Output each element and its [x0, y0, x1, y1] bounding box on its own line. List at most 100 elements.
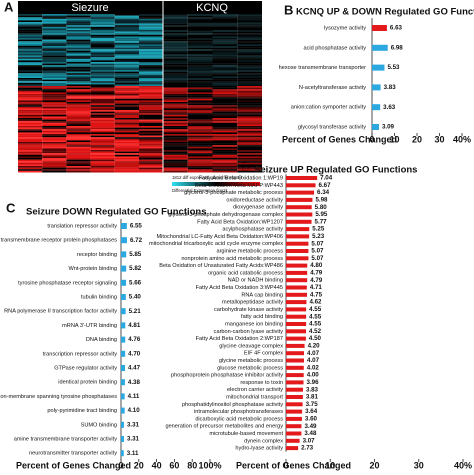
value-label: 6.72 — [130, 237, 143, 244]
heatmap-cell — [18, 162, 43, 165]
heatmap-cell — [212, 60, 238, 63]
heatmap-cell — [237, 28, 262, 31]
heatmap-cell — [139, 122, 164, 125]
heatmap-cell — [139, 169, 164, 171]
heatmap-cell — [163, 113, 188, 115]
heatmap-cell — [163, 140, 188, 143]
heatmap-cell — [18, 106, 43, 109]
value-label: 3.31 — [127, 436, 140, 443]
heatmap-cell — [114, 118, 139, 120]
heatmap-cell — [42, 121, 67, 123]
heatmap-cell — [114, 143, 139, 146]
heatmap-cell — [163, 47, 188, 50]
heatmap-cell — [66, 28, 91, 31]
heatmap-cell — [237, 151, 262, 154]
heatmap-cell — [90, 122, 115, 125]
category-label: GTPase regulator activity — [54, 365, 117, 371]
heatmap-cell — [237, 38, 262, 40]
heatmap-cell — [114, 105, 139, 107]
heatmap-cell — [187, 170, 213, 173]
value-label: 3.64 — [305, 408, 318, 415]
heatmap-cell — [212, 23, 238, 26]
heatmap-cell — [237, 95, 262, 98]
heatmap-cell — [163, 92, 188, 95]
heatmap-cell — [163, 86, 188, 88]
heatmap-cell — [90, 63, 115, 66]
heatmap-cell — [90, 113, 115, 115]
heatmap-cell — [66, 31, 91, 34]
heatmap-cell — [237, 14, 262, 16]
heatmap-cell — [66, 71, 91, 74]
heatmap-cell — [66, 170, 91, 173]
category-label: microtubule-based movement — [209, 431, 283, 437]
heatmap-cell — [237, 110, 262, 112]
heatmap-cell — [114, 54, 139, 56]
heatmap-cell — [212, 111, 238, 114]
heatmap-cell — [42, 158, 67, 160]
heatmap-cell — [90, 46, 115, 48]
value-label: 4.62 — [309, 299, 322, 306]
heatmap-cell — [90, 119, 115, 122]
heatmap-cell — [90, 65, 115, 67]
heatmap-cell — [139, 36, 164, 39]
heatmap-cell — [212, 103, 238, 106]
heatmap-cell — [163, 39, 188, 42]
heatmap-cell — [42, 62, 67, 64]
heatmap-cell — [42, 126, 67, 128]
heatmap-cell — [163, 44, 188, 47]
heatmap-cell — [18, 82, 43, 85]
heatmap-cell — [237, 114, 262, 117]
heatmap-cell — [237, 39, 262, 42]
heatmap-cell — [237, 118, 262, 120]
heatmap-cell — [66, 108, 91, 111]
heatmap-cell — [114, 34, 139, 37]
category-label: RNA polymerase II transcription factor a… — [4, 309, 117, 315]
heatmap-cell — [66, 126, 91, 128]
heatmap-cell — [139, 22, 164, 24]
heatmap-cell — [237, 124, 262, 127]
bar — [121, 450, 124, 457]
heatmap-cell — [90, 167, 115, 170]
heatmap-cell — [212, 18, 238, 21]
heatmap-cell — [163, 116, 188, 119]
heatmap-cell — [42, 106, 67, 109]
heatmap-cell — [90, 86, 115, 88]
bar — [121, 436, 124, 442]
heatmap-cell — [163, 73, 188, 75]
heatmap-cell — [237, 127, 262, 130]
heatmap-cell — [187, 151, 213, 154]
category-label: fatty acid binding — [241, 314, 283, 320]
value-label: 5.40 — [129, 294, 142, 301]
heatmap-cell — [42, 79, 67, 82]
category-label: dicarboxylic acid metabolic process — [195, 416, 283, 422]
value-label: 4.76 — [128, 336, 141, 343]
heatmap-cell — [163, 105, 188, 107]
heatmap-cell — [237, 113, 262, 115]
category-label: Fatty Acid Beta Oxidation 2:WP187 — [196, 336, 283, 342]
value-label: 5.07 — [311, 240, 324, 247]
heatmap-cell — [212, 134, 238, 136]
heatmap-cell — [163, 114, 188, 117]
heatmap-cell — [90, 118, 115, 120]
category-label: nonprotein amino acid metabolic process — [181, 256, 283, 262]
value-label: 4.02 — [307, 364, 320, 371]
heatmap-cell — [139, 158, 164, 160]
heatmap-cell — [237, 44, 262, 47]
heatmap-cell — [212, 166, 238, 168]
heatmap-cell — [18, 169, 43, 171]
heatmap-cell — [212, 92, 238, 95]
heatmap-cell — [212, 42, 238, 45]
heatmap-cell — [187, 92, 213, 95]
heatmap-cell — [212, 137, 238, 139]
category-label: transmembrane receptor protein phosphata… — [1, 238, 117, 244]
heatmap-cell — [114, 137, 139, 139]
heatmap-cell — [90, 52, 115, 55]
heatmap-cell — [163, 79, 188, 82]
heatmap-cell — [114, 70, 139, 72]
category-label: amine transmembrane transporter activity — [14, 436, 117, 442]
heatmap-cell — [163, 135, 188, 138]
category-label: intramolecular phosphotransferases — [194, 409, 283, 415]
heatmap-cell — [212, 106, 238, 109]
heatmap-cell — [163, 22, 188, 24]
bar — [121, 265, 127, 272]
